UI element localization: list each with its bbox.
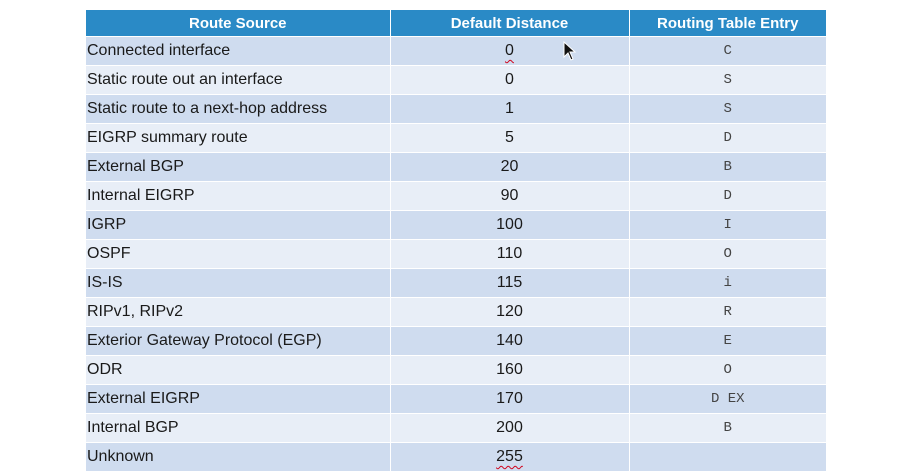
route-source-cell: Exterior Gateway Protocol (EGP)	[86, 327, 390, 356]
route-source-cell: ODR	[86, 356, 390, 385]
entry-cell: S	[629, 66, 826, 95]
distance-cell: 0	[390, 37, 629, 66]
route-source-cell: IGRP	[86, 211, 390, 240]
mouse-pointer-icon	[563, 41, 577, 61]
table-row: OSPF 110 O	[86, 240, 826, 269]
column-header-route-source: Route Source	[86, 10, 390, 37]
table-row: IGRP 100 I	[86, 211, 826, 240]
entry-cell	[629, 443, 826, 471]
entry-cell: S	[629, 95, 826, 124]
distance-cell: 140	[390, 327, 629, 356]
distance-cell: 1	[390, 95, 629, 124]
entry-cell: I	[629, 211, 826, 240]
distance-cell: 160	[390, 356, 629, 385]
distance-cell: 200	[390, 414, 629, 443]
entry-cell: i	[629, 269, 826, 298]
distance-cell: 120	[390, 298, 629, 327]
slide-title-partial	[0, 0, 917, 8]
entry-cell: E	[629, 327, 826, 356]
route-source-text: Connected interface	[87, 42, 230, 59]
table-row: EIGRP summary route 5 D	[86, 124, 826, 153]
table-header-row: Route Source Default Distance Routing Ta…	[86, 10, 826, 37]
table-row: ODR 160 O	[86, 356, 826, 385]
route-source-cell: IS-IS	[86, 269, 390, 298]
route-source-cell: Connected interface	[86, 37, 390, 66]
distance-cell: 170	[390, 385, 629, 414]
table-row: Internal BGP 200 B	[86, 414, 826, 443]
administrative-distance-table: Route Source Default Distance Routing Ta…	[86, 10, 826, 471]
entry-cell: B	[629, 153, 826, 182]
distance-cell: 110	[390, 240, 629, 269]
route-source-cell: Static route out an interface	[86, 66, 390, 95]
column-header-routing-table-entry: Routing Table Entry	[629, 10, 826, 37]
route-source-cell: External EIGRP	[86, 385, 390, 414]
route-source-cell: EIGRP summary route	[86, 124, 390, 153]
table-row: Static route to a next-hop address 1 S	[86, 95, 826, 124]
route-source-cell: Static route to a next-hop address	[86, 95, 390, 124]
table-row: IS-IS 115 i	[86, 269, 826, 298]
table-row: Connected interface 0 C	[86, 37, 826, 66]
table-row: External BGP 20 B	[86, 153, 826, 182]
table-row: Exterior Gateway Protocol (EGP) 140 E	[86, 327, 826, 356]
entry-cell: O	[629, 240, 826, 269]
entry-cell: D	[629, 124, 826, 153]
distance-cell: 0	[390, 66, 629, 95]
distance-cell: 20	[390, 153, 629, 182]
route-source-cell: OSPF	[86, 240, 390, 269]
table-row: Internal EIGRP 90 D	[86, 182, 826, 211]
distance-cell: 255	[390, 443, 629, 471]
distance-text-annotated: 255	[496, 448, 523, 465]
entry-cell: R	[629, 298, 826, 327]
route-source-cell: External BGP	[86, 153, 390, 182]
table-row: RIPv1, RIPv2 120 R	[86, 298, 826, 327]
entry-cell: D	[629, 182, 826, 211]
entry-cell: C	[629, 37, 826, 66]
entry-cell: O	[629, 356, 826, 385]
table-row: External EIGRP 170 D EX	[86, 385, 826, 414]
entry-cell: B	[629, 414, 826, 443]
distance-cell: 100	[390, 211, 629, 240]
distance-cell: 90	[390, 182, 629, 211]
distance-cell: 5	[390, 124, 629, 153]
route-source-cell: Internal BGP	[86, 414, 390, 443]
distance-cell: 115	[390, 269, 629, 298]
route-source-cell: Unknown	[86, 443, 390, 471]
table-row: Static route out an interface 0 S	[86, 66, 826, 95]
route-source-cell: Internal EIGRP	[86, 182, 390, 211]
distance-text-annotated: 0	[505, 42, 514, 59]
column-header-default-distance: Default Distance	[390, 10, 629, 37]
entry-cell: D EX	[629, 385, 826, 414]
table-row: Unknown 255	[86, 443, 826, 471]
route-source-cell: RIPv1, RIPv2	[86, 298, 390, 327]
